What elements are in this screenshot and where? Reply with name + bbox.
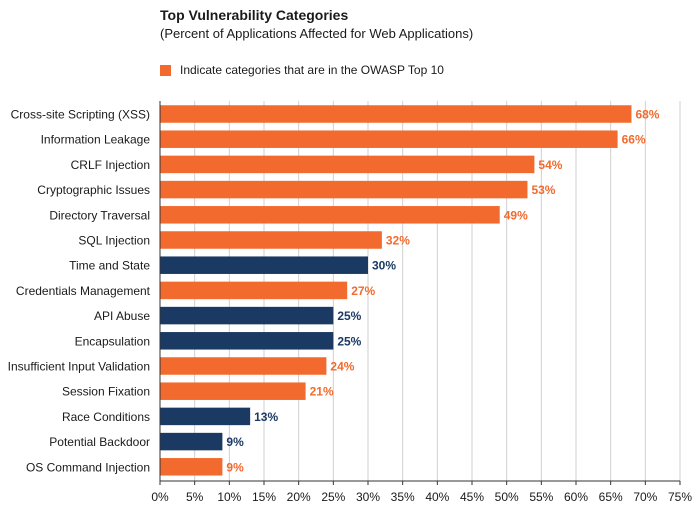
bar [160, 130, 618, 148]
category-label: Encapsulation [75, 334, 150, 348]
x-tick-label: 50% [495, 490, 519, 504]
chart-title: Top Vulnerability Categories [160, 7, 349, 23]
bar [160, 432, 223, 451]
category-label: OS Command Injection [26, 460, 150, 474]
bar [160, 105, 632, 123]
data-label: 25% [337, 309, 361, 323]
x-tick-label: 10% [217, 490, 241, 504]
data-label: 9% [226, 460, 244, 474]
data-label: 53% [531, 183, 555, 197]
x-tick-label: 5% [186, 490, 204, 504]
data-label: 24% [330, 360, 354, 374]
bar [160, 281, 348, 300]
category-label: SQL Injection [78, 234, 150, 248]
data-label: 21% [310, 385, 334, 399]
bar [160, 458, 223, 476]
category-label: Information Leakage [41, 133, 151, 147]
category-label: Session Fixation [62, 385, 150, 399]
x-tick-label: 0% [151, 490, 169, 504]
x-tick-label: 25% [321, 490, 345, 504]
x-tick-label: 75% [668, 490, 692, 504]
data-label: 49% [504, 208, 528, 222]
legend-swatch [160, 64, 171, 76]
category-label: Time and State [69, 259, 150, 273]
bar [160, 407, 251, 426]
bar [160, 332, 334, 350]
bar [160, 231, 382, 249]
x-tick-label: 40% [425, 490, 449, 504]
data-label: 9% [226, 435, 244, 449]
x-tick-label: 15% [252, 490, 276, 504]
category-label: Race Conditions [62, 410, 150, 424]
chart-subtitle: (Percent of Applications Affected for We… [160, 26, 474, 41]
x-tick-label: 45% [460, 490, 484, 504]
bar [160, 382, 306, 400]
data-label: 68% [635, 108, 659, 122]
bar [160, 155, 535, 174]
category-label: Credentials Management [16, 284, 151, 298]
x-tick-label: 60% [564, 490, 588, 504]
data-label: 32% [386, 234, 410, 248]
bar [160, 256, 368, 274]
category-label: Insufficient Input Validation [8, 360, 150, 374]
legend: Indicate categories that are in the OWAS… [160, 63, 444, 77]
category-label: Cryptographic Issues [37, 183, 150, 197]
category-label: API Abuse [94, 309, 150, 323]
bar [160, 306, 334, 325]
legend-label: Indicate categories that are in the OWAS… [180, 63, 444, 77]
x-tick-label: 20% [287, 490, 311, 504]
data-label: 66% [622, 133, 646, 147]
bar [160, 206, 500, 224]
data-label: 25% [337, 334, 361, 348]
category-label: CRLF Injection [71, 158, 150, 172]
category-label: Potential Backdoor [49, 435, 150, 449]
x-tick-label: 70% [633, 490, 657, 504]
category-label: Directory Traversal [49, 208, 150, 222]
x-tick-label: 35% [391, 490, 415, 504]
data-label: 54% [538, 158, 562, 172]
x-tick-label: 30% [356, 490, 380, 504]
x-tick-label: 55% [529, 490, 553, 504]
bar [160, 357, 327, 375]
data-label: 30% [372, 259, 396, 273]
category-label: Cross-site Scripting (XSS) [11, 108, 150, 122]
x-tick-label: 65% [599, 490, 623, 504]
data-label: 27% [351, 284, 375, 298]
bar [160, 180, 528, 199]
data-label: 13% [254, 410, 278, 424]
